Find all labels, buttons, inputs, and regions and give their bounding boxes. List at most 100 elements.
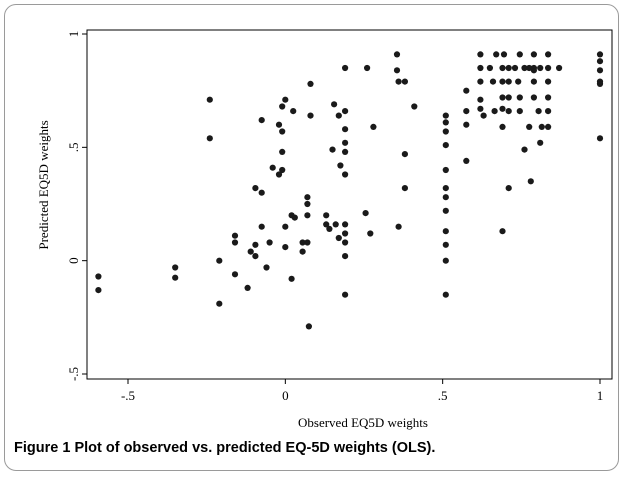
scatter-point xyxy=(545,64,552,72)
scatter-point xyxy=(216,257,223,264)
scatter-point xyxy=(505,108,512,115)
scatter-point xyxy=(172,264,179,271)
scatter-point xyxy=(545,108,552,115)
scatter-point xyxy=(288,275,295,282)
scatter-point xyxy=(499,64,506,72)
scatter-point xyxy=(545,123,552,130)
scatter-point xyxy=(499,78,506,85)
scatter-point xyxy=(538,123,545,130)
scatter-point xyxy=(442,128,449,135)
scatter-point xyxy=(307,80,314,87)
scatter-point xyxy=(442,207,449,214)
scatter-point xyxy=(252,241,259,248)
scatter-point xyxy=(530,78,538,85)
scatter-point xyxy=(442,194,449,201)
scatter-point xyxy=(331,101,338,108)
scatter-point xyxy=(307,112,314,119)
plot-frame xyxy=(86,29,613,380)
y-tick-label: .5 xyxy=(66,142,81,152)
scatter-point xyxy=(244,284,251,291)
scatter-point xyxy=(258,117,265,124)
scatter-point xyxy=(323,212,330,219)
scatter-point xyxy=(231,271,239,278)
scatter-point xyxy=(269,164,276,171)
scatter-point xyxy=(401,185,408,192)
x-tick-label: .5 xyxy=(438,388,448,403)
scatter-point xyxy=(596,135,604,142)
scatter-point xyxy=(526,123,533,130)
scatter-point xyxy=(247,248,254,255)
scatter-point xyxy=(95,273,102,280)
scatter-point xyxy=(279,166,286,174)
scatter-point xyxy=(279,103,286,110)
scatter-point xyxy=(521,146,528,153)
scatter-point xyxy=(505,64,512,72)
scatter-point xyxy=(342,253,349,260)
y-tick-label: 0 xyxy=(66,257,81,264)
scatter-point xyxy=(282,244,289,251)
scatter-point xyxy=(395,223,402,230)
x-tick-label: 1 xyxy=(597,388,604,403)
data-points xyxy=(95,51,604,330)
scatter-point xyxy=(304,212,311,219)
scatter-point xyxy=(463,108,470,115)
scatter-point xyxy=(95,287,102,294)
scatter-point xyxy=(206,135,213,142)
axis-ticks: -.5 0 .5 1 -.5 0 .5 1 xyxy=(66,31,603,403)
scatter-point xyxy=(596,67,604,74)
figure-caption: Figure 1 Plot of observed vs. predicted … xyxy=(14,440,614,456)
scatter-point xyxy=(530,67,538,74)
scatter-point xyxy=(516,108,523,115)
scatter-point xyxy=(258,189,265,196)
scatter-point xyxy=(342,148,349,155)
scatter-point xyxy=(291,214,298,221)
scatter-point xyxy=(275,121,283,128)
scatter-point xyxy=(486,64,493,72)
scatter-point xyxy=(342,221,349,228)
scatter-point xyxy=(206,96,213,103)
scatter-point xyxy=(279,148,286,155)
scatter-point xyxy=(231,239,239,246)
scatter-point xyxy=(304,239,311,246)
scatter-point xyxy=(364,64,371,72)
scatter-point xyxy=(304,194,311,201)
scatter-point xyxy=(442,112,449,119)
x-tick-label: 0 xyxy=(282,388,289,403)
scatter-point xyxy=(515,78,522,85)
scatter-point xyxy=(521,64,528,72)
scatter-point xyxy=(342,239,349,246)
scatter-point xyxy=(323,221,330,228)
scatter-point xyxy=(505,94,512,101)
scatter-point xyxy=(463,157,470,164)
scatter-point xyxy=(477,64,484,72)
scatter-point xyxy=(463,87,470,94)
scatter-point xyxy=(252,185,259,192)
scatter-point xyxy=(326,225,333,232)
scatter-point xyxy=(596,51,604,58)
scatter-point xyxy=(258,223,265,230)
scatter-point xyxy=(282,223,289,230)
scatter-point xyxy=(516,51,523,58)
scatter-point xyxy=(596,58,604,65)
scatter-point xyxy=(305,323,312,330)
scatter-point xyxy=(530,94,538,101)
figure-label: Figure 1 xyxy=(14,440,71,456)
scatter-point xyxy=(477,96,484,103)
scatter-point xyxy=(545,51,552,58)
scatter-point xyxy=(299,248,306,255)
scatter-point xyxy=(393,67,401,74)
scatter-point xyxy=(505,78,512,85)
scatter-point xyxy=(335,112,342,119)
scatter-point xyxy=(401,151,408,158)
y-axis-title: Predicted EQ5D weights xyxy=(36,120,51,249)
scatter-point xyxy=(477,51,484,58)
scatter-point xyxy=(332,221,339,228)
y-tick-label: -.5 xyxy=(66,367,81,381)
scatter-point xyxy=(442,257,449,264)
scatter-point xyxy=(526,64,533,72)
scatter-point xyxy=(442,142,449,149)
scatter-point xyxy=(511,64,519,72)
scatter-point xyxy=(442,185,449,192)
scatter-point xyxy=(263,264,270,271)
scatter-point xyxy=(342,126,349,133)
